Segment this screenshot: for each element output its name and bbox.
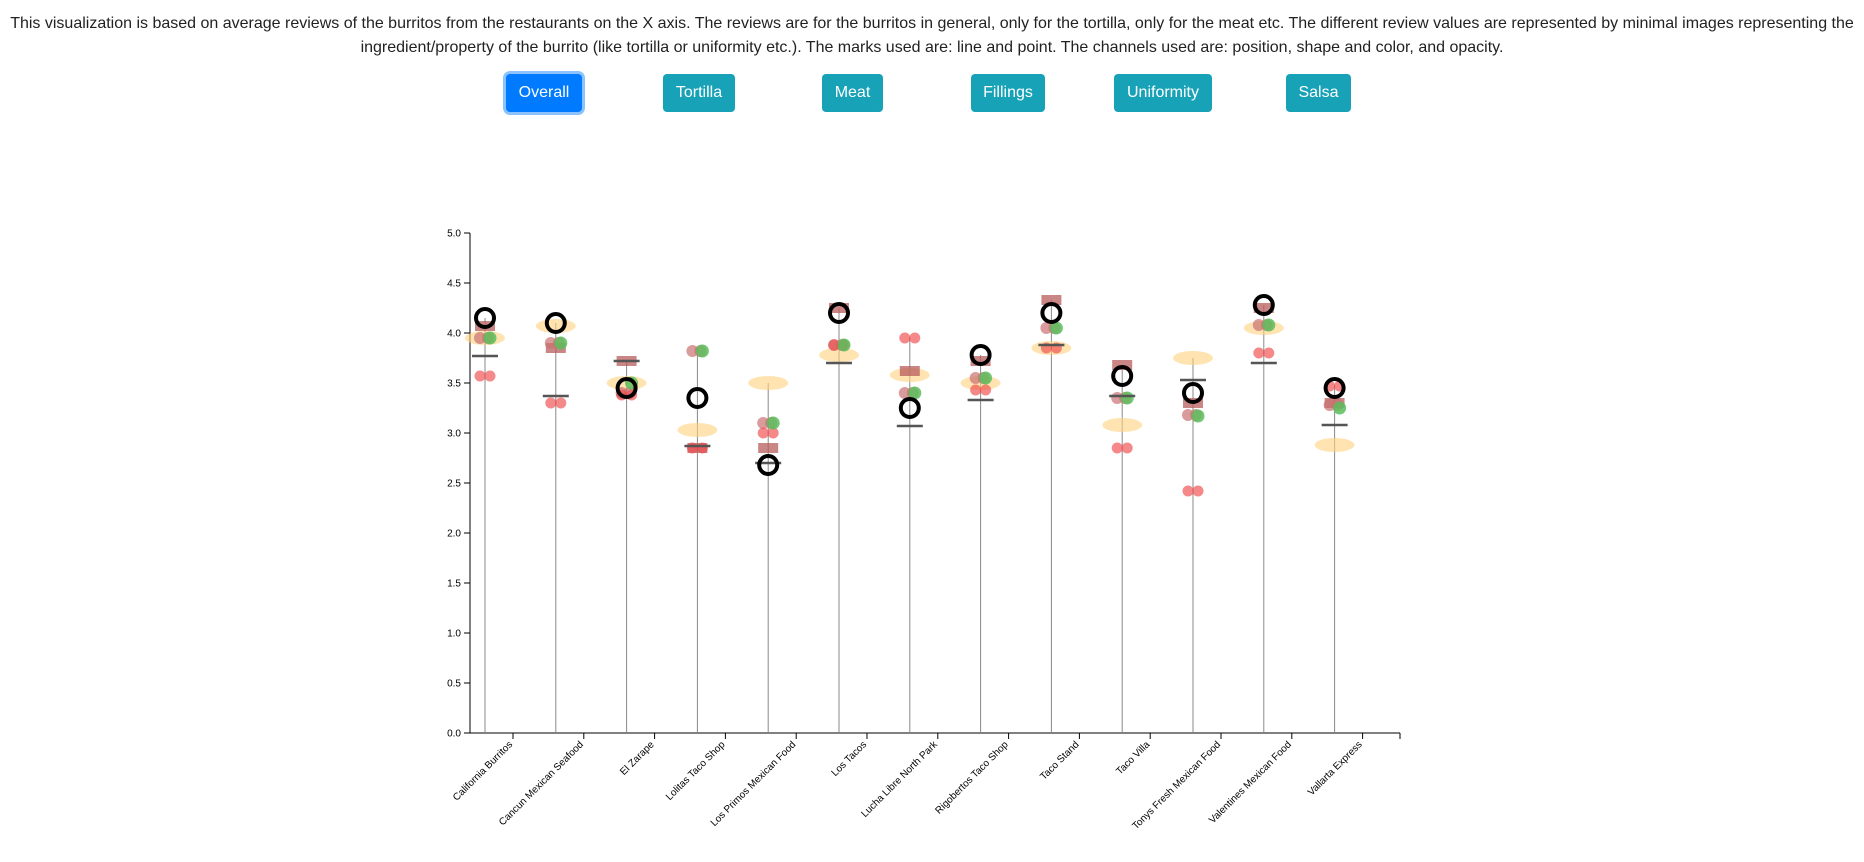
x-tick-label: Taco Villa — [1114, 739, 1152, 777]
x-tick-label: Los Primos Mexican Food — [709, 739, 799, 829]
salsa-mark — [686, 442, 698, 454]
salsa-mark — [484, 370, 496, 382]
salsa-mark — [757, 427, 769, 439]
overall-mark — [828, 302, 850, 324]
y-tick-label: 4.5 — [447, 279, 461, 290]
guacamole-mark — [483, 331, 497, 345]
salsa-mark — [555, 397, 567, 409]
meat-button[interactable]: Meat — [822, 74, 883, 112]
overall-button[interactable]: Overall — [506, 74, 582, 112]
tortilla-mark — [1173, 351, 1213, 365]
salsa-mark — [828, 339, 840, 351]
meat-mark — [829, 303, 849, 313]
overall-mark — [1323, 377, 1346, 399]
salsa-mark — [1263, 347, 1275, 359]
guacamole-mark — [837, 338, 851, 352]
salsa-mark — [474, 370, 486, 382]
guacamole-mark — [1333, 401, 1347, 415]
meat-mark — [758, 443, 779, 453]
overall-mark — [1252, 294, 1275, 316]
uniformity-button[interactable]: Uniformity — [1114, 74, 1212, 112]
meat-mark — [899, 366, 920, 376]
overall-mark — [474, 307, 496, 329]
y-tick-label: 3.5 — [447, 379, 461, 390]
x-tick-label: Lolitas Taco Shop — [664, 739, 728, 803]
salsa-mark — [767, 427, 779, 439]
salsa-mark — [909, 332, 921, 344]
tortilla-mark — [819, 348, 859, 362]
overall-mark — [615, 377, 638, 399]
salsa-mark — [980, 384, 992, 396]
meat-mark — [1041, 295, 1062, 305]
overall-mark — [969, 344, 992, 366]
salsa-mark — [545, 397, 557, 409]
salsa-mark — [1253, 347, 1265, 359]
tortilla-mark — [748, 376, 789, 390]
guacamole-mark — [766, 416, 780, 430]
overall-mark — [544, 312, 567, 334]
overall-mark — [1182, 382, 1204, 404]
salsa-button[interactable]: Salsa — [1286, 74, 1351, 112]
salsa-mark — [1111, 442, 1123, 454]
salsa-mark — [1192, 485, 1204, 497]
overall-mark — [757, 454, 780, 476]
x-tick-label: Vallarta Express — [1306, 739, 1365, 798]
overall-mark — [1040, 302, 1063, 324]
y-tick-label: 4.0 — [447, 329, 461, 340]
description-text: This visualization is based on average r… — [10, 15, 1854, 56]
x-tick-label: Lucha Libre North Park — [859, 739, 940, 820]
tortilla-mark — [1314, 438, 1355, 452]
guacamole-mark — [695, 344, 709, 358]
salsa-mark — [1182, 485, 1194, 497]
y-tick-label: 0.0 — [447, 729, 461, 740]
fillings-button[interactable]: Fillings — [971, 74, 1045, 112]
y-tick-label: 3.0 — [447, 429, 461, 440]
guacamole-mark — [908, 386, 922, 400]
overall-mark — [1111, 365, 1134, 387]
x-tick-label: California Burritos — [451, 739, 515, 803]
guacamole-mark — [1262, 318, 1276, 332]
overall-mark — [686, 387, 709, 409]
tortilla-button[interactable]: Tortilla — [663, 74, 735, 112]
tortilla-mark — [1102, 418, 1143, 432]
x-tick-label: Taco Stand — [1038, 739, 1081, 782]
salsa-mark — [696, 442, 708, 454]
x-tick-label: Los Tacos — [830, 739, 869, 778]
meat-mark — [1253, 303, 1274, 313]
salsa-mark — [1121, 442, 1133, 454]
salsa-mark — [899, 332, 911, 344]
guacamole-mark — [554, 336, 568, 350]
y-tick-label: 1.0 — [447, 629, 461, 640]
guacamole-mark — [979, 371, 993, 385]
guacamole-mark — [1191, 409, 1205, 423]
x-tick-label: Cancun Mexican Seafood — [497, 739, 586, 828]
y-tick-label: 2.5 — [447, 479, 461, 490]
meat-mark — [970, 356, 991, 366]
salsa-mark — [970, 384, 982, 396]
guacamole-mark — [1049, 321, 1063, 335]
guacamole-mark — [1120, 391, 1134, 405]
y-tick-label: 0.5 — [447, 679, 461, 690]
y-tick-label: 2.0 — [447, 529, 461, 540]
overall-mark — [898, 397, 921, 419]
x-tick-label: Rigobertos Taco Shop — [933, 739, 1011, 817]
y-tick-label: 1.5 — [447, 579, 461, 590]
tortilla-mark — [677, 423, 718, 437]
x-tick-label: El Zarape — [618, 739, 657, 778]
x-tick-label: Valentines Mexican Food — [1207, 739, 1294, 826]
y-tick-label: 5.0 — [447, 229, 461, 240]
